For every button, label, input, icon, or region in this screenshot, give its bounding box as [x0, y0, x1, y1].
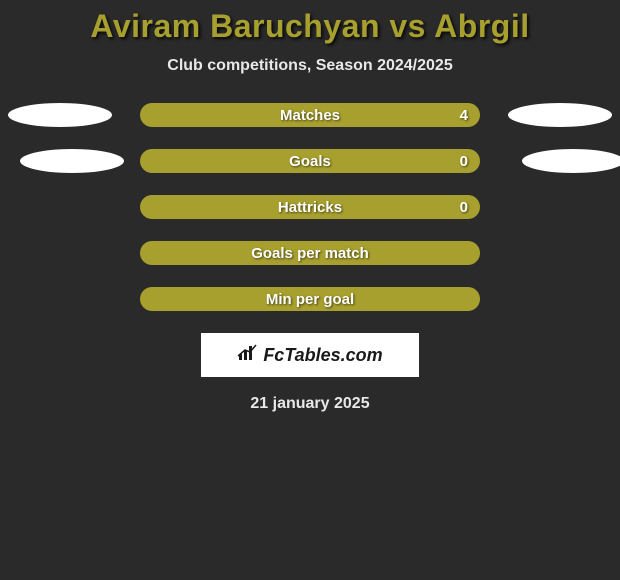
- stat-bar-gpm: Goals per match: [140, 241, 480, 265]
- stat-bar-mpg: Min per goal: [140, 287, 480, 311]
- stat-label: Goals per match: [251, 245, 369, 262]
- stat-bar-goals: Goals 0: [140, 149, 480, 173]
- chart-icon: [237, 344, 259, 367]
- date-text: 21 january 2025: [0, 395, 620, 413]
- left-ellipse-goals: [20, 149, 124, 173]
- stat-label: Hattricks: [278, 199, 342, 216]
- stats-area: Matches 4 Goals 0 Hattricks 0 Goals per …: [0, 103, 620, 311]
- stat-value: 0: [460, 199, 468, 216]
- stat-value: 0: [460, 153, 468, 170]
- stat-row-goals-per-match: Goals per match: [0, 241, 620, 265]
- right-ellipse-matches: [508, 103, 612, 127]
- stat-row-goals: Goals 0: [0, 149, 620, 173]
- main-container: Aviram Baruchyan vs Abrgil Club competit…: [0, 0, 620, 413]
- stat-label: Matches: [280, 107, 340, 124]
- stat-bar-matches: Matches 4: [140, 103, 480, 127]
- stat-row-matches: Matches 4: [0, 103, 620, 127]
- right-ellipse-goals: [522, 149, 620, 173]
- season-subtitle: Club competitions, Season 2024/2025: [0, 57, 620, 75]
- stat-label: Goals: [289, 153, 331, 170]
- logo-text: FcTables.com: [263, 345, 382, 366]
- stat-row-min-per-goal: Min per goal: [0, 287, 620, 311]
- stat-bar-hattricks: Hattricks 0: [140, 195, 480, 219]
- stat-row-hattricks: Hattricks 0: [0, 195, 620, 219]
- stat-value: 4: [460, 107, 468, 124]
- fctables-logo: FcTables.com: [201, 333, 419, 377]
- stat-label: Min per goal: [266, 291, 354, 308]
- comparison-title: Aviram Baruchyan vs Abrgil: [0, 8, 620, 45]
- left-ellipse-matches: [8, 103, 112, 127]
